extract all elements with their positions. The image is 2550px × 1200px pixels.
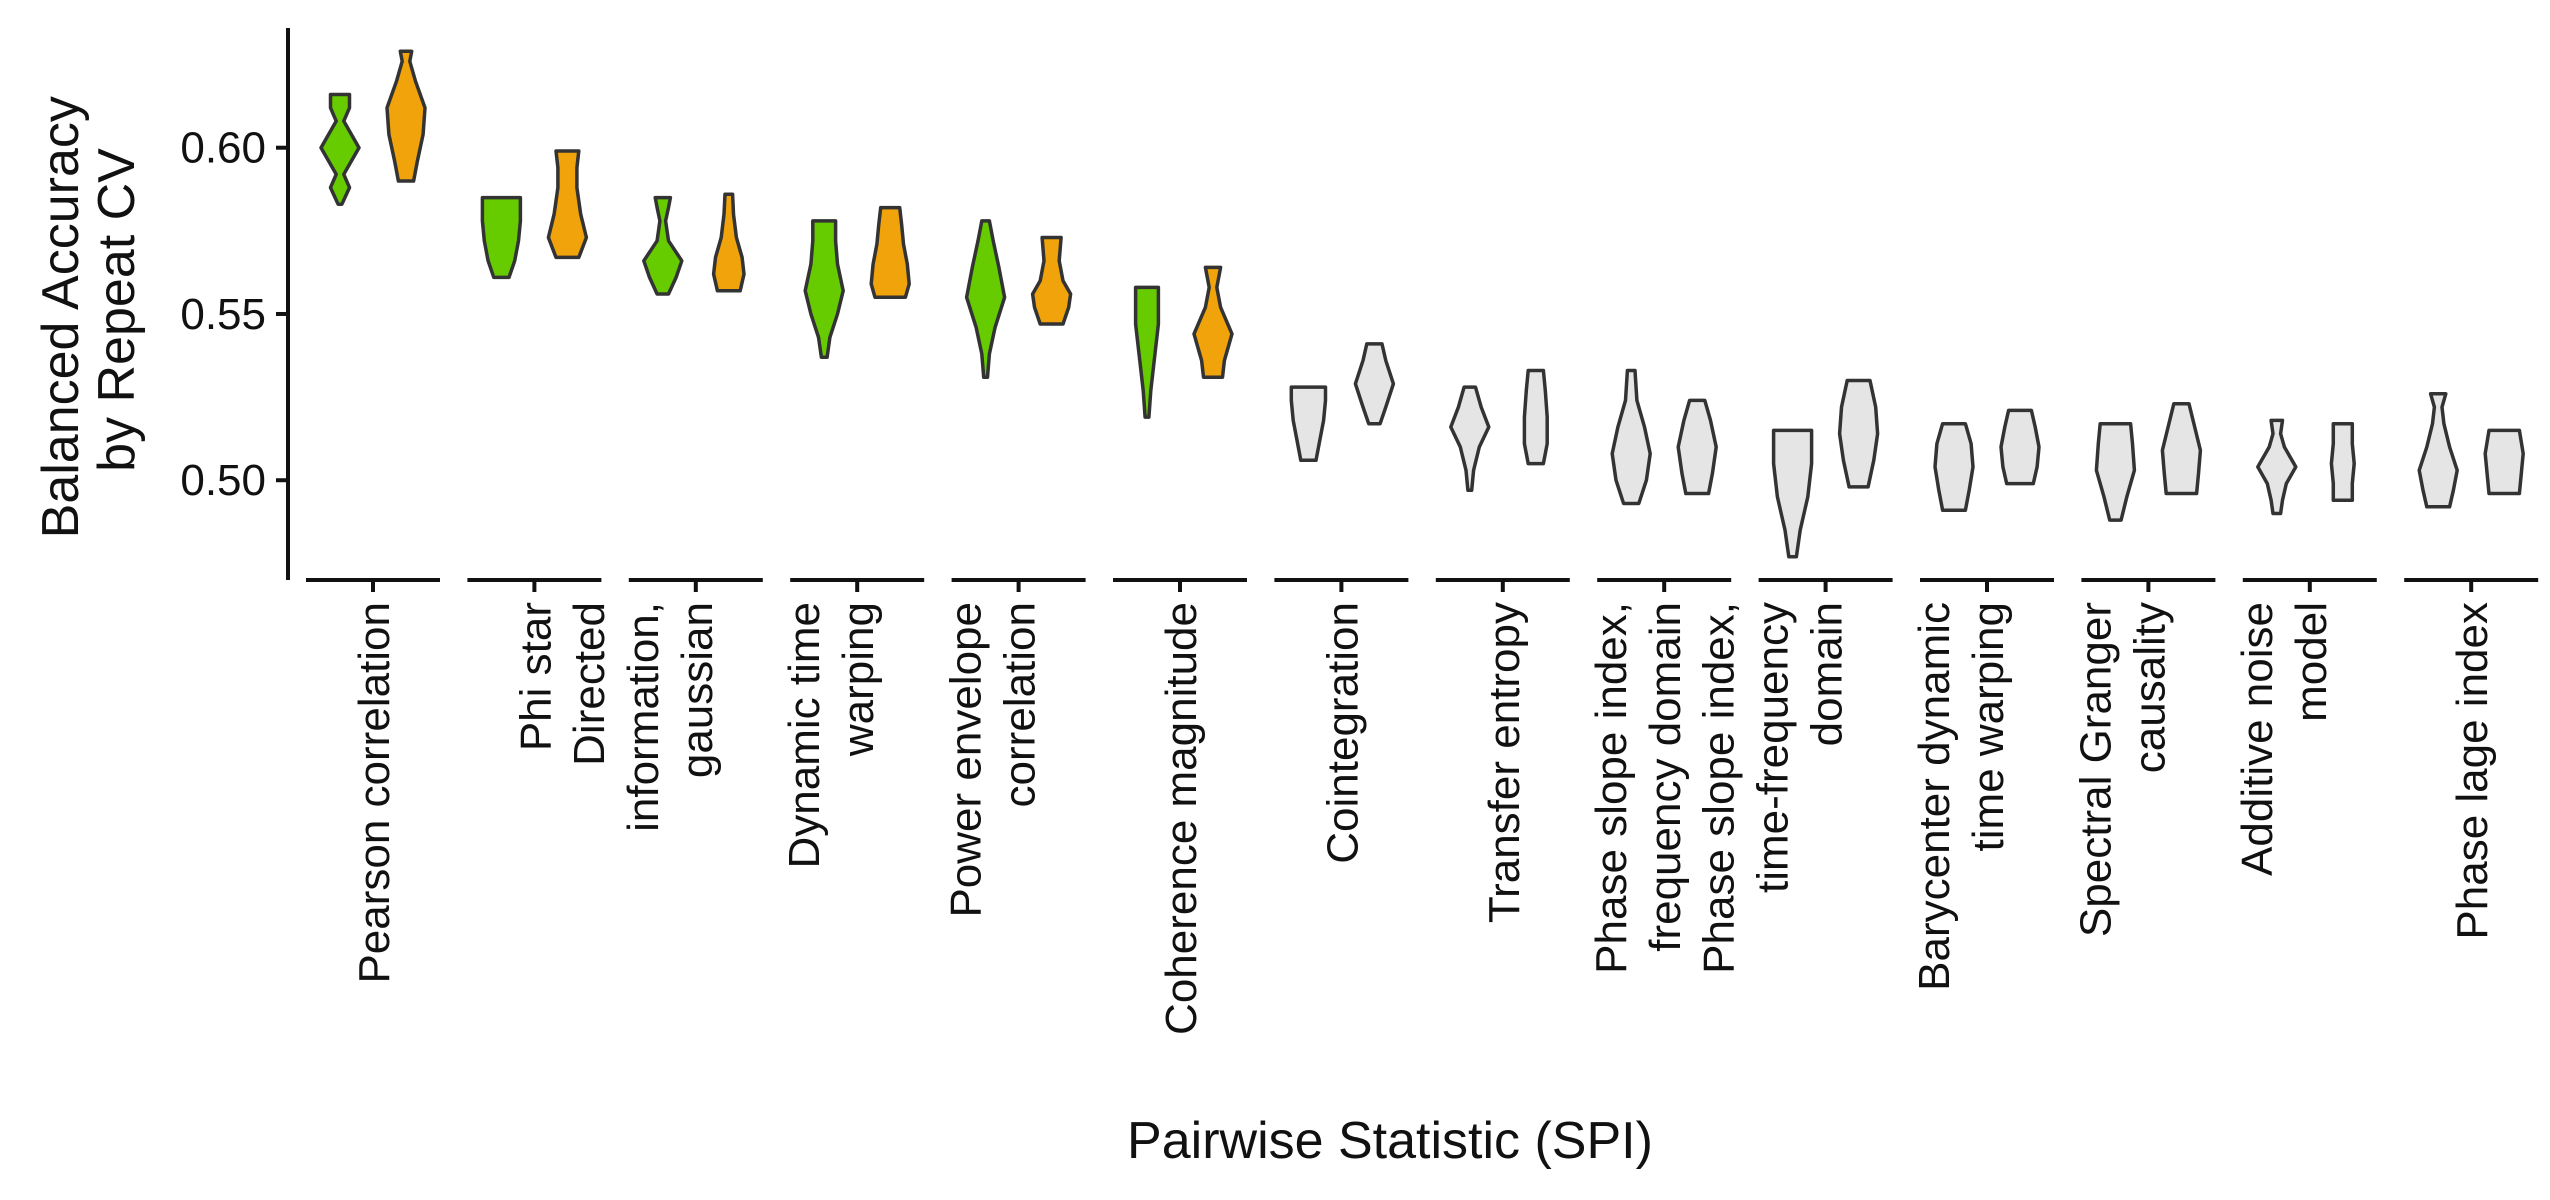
category-label-line: Transfer entropy	[1480, 602, 1529, 923]
x-axis	[306, 578, 2539, 592]
violin-orange	[1192, 265, 1234, 379]
violin-grey	[1289, 385, 1328, 463]
y-axis-title: Balanced Accuracy by Repeat CV	[32, 82, 146, 539]
category-label-line: causality	[2125, 602, 2174, 773]
y-tick-label: 0.50	[180, 456, 266, 505]
category-label-line: Phase lage index	[2448, 602, 2497, 940]
category-label: Coherence magnitude	[1157, 602, 1206, 1035]
y-axis-title-line-1: Balanced Accuracy	[32, 96, 90, 538]
category-label: Phase slope index, time-frequency domain	[1695, 602, 1852, 974]
violin-grey	[2160, 402, 2203, 496]
violin-grey	[2094, 421, 2137, 522]
violin-grey	[2256, 418, 2298, 516]
category-label: Phi star	[511, 602, 560, 751]
violin-orange	[385, 49, 427, 183]
category-label: Barycenter dynamic time warping	[1910, 602, 2013, 991]
category-label-line: Barycenter dynamic	[1910, 602, 1959, 991]
violin-green	[964, 219, 1007, 379]
violin-orange	[869, 205, 911, 300]
violin-orange	[1030, 235, 1073, 326]
category-label: Cointegration	[1318, 602, 1367, 864]
violin-orange	[711, 192, 746, 293]
category-label: Additive noise model	[2233, 602, 2336, 876]
category-label-line: information,	[619, 602, 668, 832]
violins	[319, 49, 2525, 559]
category-label-line: Spectral Granger	[2071, 602, 2120, 937]
category-label-line: Phase slope index,	[1587, 602, 1636, 974]
category-label: Power envelope correlation	[942, 602, 1045, 918]
violin-grey	[2417, 392, 2459, 509]
category-label-line: frequency domain	[1641, 602, 1690, 952]
y-axis: 0.50 0.55 0.60	[180, 28, 290, 580]
category-label: Phase slope index, frequency domain	[1587, 602, 1690, 974]
category-label-line: gaussian	[673, 602, 722, 778]
y-tick-label: 0.60	[180, 124, 266, 173]
violin-grey	[1837, 378, 1880, 489]
category-label-line: Phase slope index,	[1695, 602, 1744, 974]
category-label-line: Coherence magnitude	[1157, 602, 1206, 1035]
category-label: Directed information, gaussian	[565, 602, 722, 832]
category-label-line: Power envelope	[942, 602, 991, 918]
violin-grey	[2483, 428, 2525, 496]
category-label-line: Directed	[565, 602, 614, 766]
violin-orange	[546, 149, 589, 260]
category-label-line: Dynamic time	[780, 602, 829, 869]
category-label: Dynamic time warping	[780, 602, 883, 869]
category-label-line: model	[2287, 602, 2336, 722]
y-axis-title-line-2: by Repeat CV	[88, 148, 146, 472]
category-label-line: correlation	[996, 602, 1045, 807]
violin-grey	[1933, 421, 1975, 512]
category-labels: Pearson correlation Phi star Directed infor…	[350, 602, 2497, 1035]
violin-green	[319, 92, 361, 206]
violin-green	[1133, 285, 1161, 419]
category-label-line: Phi star	[511, 602, 560, 751]
violin-grey	[1999, 408, 2041, 486]
category-label: Pearson correlation	[350, 602, 399, 984]
violin-green	[480, 195, 523, 280]
y-tick-label: 0.55	[180, 290, 266, 339]
category-label-line: warping	[834, 602, 883, 757]
violin-grey	[1449, 385, 1491, 492]
violin-grey	[1610, 368, 1652, 506]
violin-grey	[1676, 398, 1718, 496]
violin-grey	[2329, 421, 2356, 502]
violin-grey	[1771, 428, 1814, 559]
category-label: Phase lage index	[2448, 602, 2497, 940]
category-label-line: time warping	[1964, 602, 2013, 851]
category-label: Transfer entropy	[1480, 602, 1529, 923]
x-axis-title: Pairwise Statistic (SPI)	[1127, 1112, 1653, 1170]
category-label: Spectral Granger causality	[2071, 602, 2174, 937]
category-label-line: Additive noise	[2233, 602, 2282, 876]
category-label-line: Pearson correlation	[350, 602, 399, 984]
violin-green	[803, 219, 845, 359]
category-label-line: time-frequency	[1749, 602, 1798, 893]
category-label-line: Cointegration	[1318, 602, 1367, 864]
violin-grey	[1353, 342, 1396, 426]
violin-green	[642, 195, 684, 296]
category-label-line: domain	[1803, 602, 1852, 746]
violin-grey	[1522, 368, 1549, 466]
